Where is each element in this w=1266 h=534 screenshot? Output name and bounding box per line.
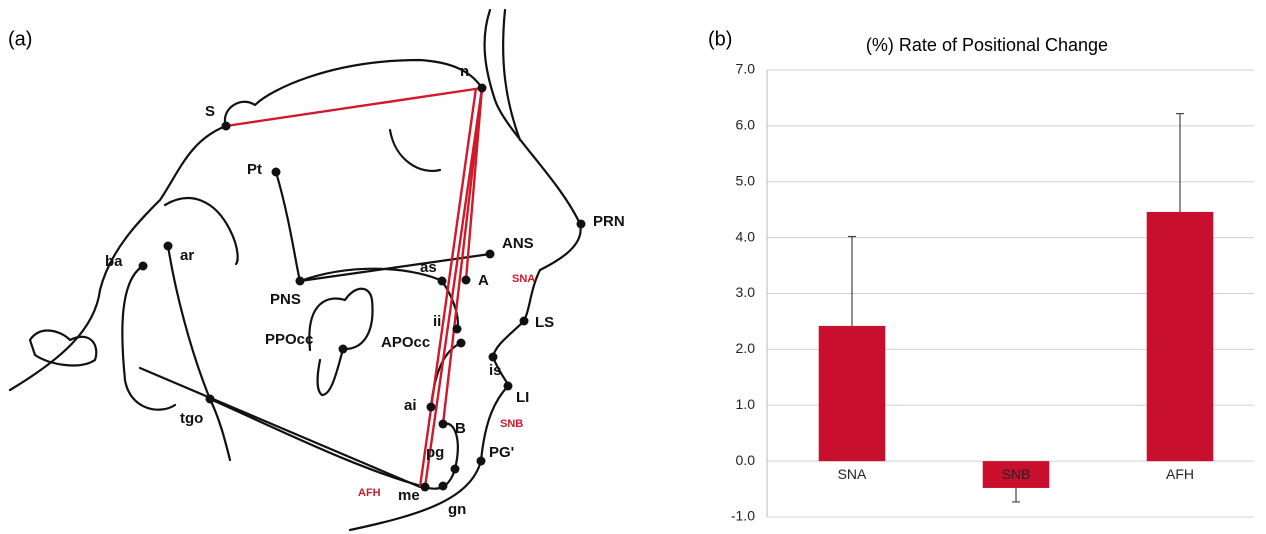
landmark-point [164,242,173,251]
landmark-point [139,262,148,271]
landmark-label: pg [426,444,444,461]
landmark-point [272,168,281,177]
s-n-line [226,88,482,126]
landmark-label: ii [433,313,441,330]
y-tick-label: 7.0 [736,61,756,77]
landmark-label: tgo [180,410,203,427]
landmark-label: B [455,420,466,437]
landmark-point [427,403,436,412]
landmark-label: ANS [502,235,534,252]
x-tick-label: SNA [838,466,867,482]
angle-annotation: AFH [358,487,381,499]
x-tick-label: AFH [1166,466,1194,482]
landmark-label: n [460,63,469,80]
landmark-label: me [398,487,420,504]
landmark-label: APOcc [381,334,430,351]
y-tick-label: 4.0 [736,228,756,244]
landmark-label: ba [105,253,123,270]
landmark-label: is [489,362,502,379]
y-tick-label: 1.0 [736,396,756,412]
figure: (a) Sn Pt ba ar PNS ANS PRN as A LS PPOcc APOccii is… [0,0,1266,534]
landmark-point [477,457,486,466]
landmark-point [439,420,448,429]
n-me-line [420,88,476,487]
y-tick-label: -1.0 [731,508,755,524]
angle-annotation: SNA [512,273,535,285]
landmark-label: PG' [489,444,514,461]
y-tick-label: 6.0 [736,117,756,133]
landmark-point [339,345,348,354]
angle-annotation: SNB [500,418,523,430]
landmark-label: Pt [247,161,262,178]
landmark-point [296,277,305,286]
x-tick-label: SNB [1002,466,1031,482]
landmark-label: LS [535,314,554,331]
landmark-point [504,382,513,391]
landmark-label: PRN [593,213,625,230]
landmark-point [489,353,498,362]
chart-title: (%) Rate of Positional Change [866,35,1108,55]
landmark-point [438,277,447,286]
panel-label: (a) [8,28,32,50]
panel-label: (b) [708,28,732,50]
landmark-point [222,122,231,131]
landmark-point [486,250,495,259]
landmark-point [478,84,487,93]
y-tick-label: 2.0 [736,340,756,356]
bar [819,326,886,461]
landmark-point [439,482,448,491]
landmark-point [520,317,529,326]
landmark-label: as [420,259,437,276]
landmark-label: ar [180,247,194,264]
landmark-label: LI [516,389,529,406]
landmark-point [457,339,466,348]
landmark-point [453,325,462,334]
y-tick-label: 3.0 [736,284,756,300]
y-tick-label: 0.0 [736,452,756,468]
landmark-point [462,276,471,285]
landmark-label: ai [404,397,417,414]
landmark-point [451,465,460,474]
landmark-point [206,395,215,404]
landmark-label: A [478,272,489,289]
landmark-label: PPOcc [265,331,313,348]
bar [1147,212,1214,461]
y-tick-label: 5.0 [736,172,756,188]
landmark-label: S [205,103,215,120]
landmark-point [577,220,586,229]
landmark-label: PNS [270,291,301,308]
landmark-label: gn [448,501,466,518]
landmark-point [421,483,430,492]
